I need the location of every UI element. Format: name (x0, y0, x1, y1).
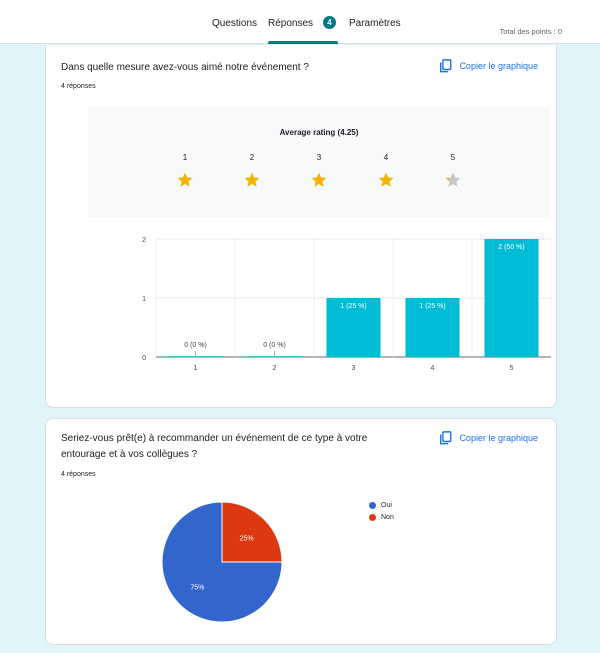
x-tick-label: 4 (431, 365, 435, 372)
active-tab-indicator (268, 41, 338, 44)
copy-icon (440, 431, 452, 445)
top-navigation-bar: Questions Réponses 4 Paramètres Total de… (0, 0, 600, 44)
star-value-label: 3 (316, 153, 322, 162)
legend-swatch (369, 514, 376, 521)
rating-star-column: 3 (307, 153, 331, 189)
pie-slice-label: 25% (240, 535, 254, 542)
bar[interactable] (326, 298, 381, 357)
tab-questions[interactable]: Questions (212, 18, 258, 29)
responses-count-badge: 4 (323, 16, 336, 29)
x-tick-label: 3 (352, 365, 356, 372)
total-points: Total des points : 0 (499, 27, 562, 36)
y-tick-label: 1 (142, 296, 146, 303)
question-card-recommend: Seriez-vous prêt(e) à recommander un évé… (45, 418, 557, 645)
bar[interactable] (484, 239, 539, 357)
copy-chart-label: Copier le graphique (459, 61, 538, 71)
average-rating-title: Average rating (4.25) (279, 128, 359, 137)
pie-slice[interactable] (221, 501, 283, 563)
legend-item: Oui (369, 502, 394, 509)
bar[interactable] (405, 298, 460, 357)
star-icon (445, 172, 461, 187)
question-card-rating: Dans quelle mesure avez-vous aimé notre … (45, 45, 557, 408)
response-count: 4 réponses (61, 83, 96, 90)
pie-slice[interactable] (161, 501, 283, 623)
bar-data-label: 0 (0 %) (263, 342, 286, 349)
legend-swatch (369, 502, 376, 509)
rating-star-column: 4 (374, 153, 398, 189)
x-tick-label: 1 (194, 365, 198, 372)
bar-data-label: 0 (0 %) (184, 342, 207, 349)
x-tick-label: 5 (510, 365, 514, 372)
bar-data-label: 1 (25 %) (340, 303, 366, 310)
rating-bar-chart: 0 1 2 0 (0 %) 1 0 (0 %) 2 1 (25 %) 3 1 (25 %) 4 2 (… (142, 237, 552, 372)
bar-data-label: 1 (25 %) (419, 303, 445, 310)
response-count: 4 réponses (61, 471, 96, 478)
star-icon (177, 172, 193, 187)
x-tick-label: 2 (273, 365, 277, 372)
copy-chart-label: Copier le graphique (459, 433, 538, 443)
copy-chart-button[interactable]: Copier le graphique (439, 431, 538, 445)
star-value-label: 4 (383, 153, 389, 162)
star-icon (244, 172, 260, 187)
recommend-pie-chart: 25% 75% (161, 501, 283, 623)
legend-label: Non (381, 514, 394, 521)
question-title: Dans quelle mesure avez-vous aimé notre … (61, 62, 309, 73)
question-title: Seriez-vous prêt(e) à recommander un évé… (61, 433, 368, 460)
tab-responses[interactable]: Réponses 4 (268, 16, 338, 44)
bar-data-label: 2 (50 %) (498, 244, 524, 251)
y-tick-label: 0 (142, 355, 146, 362)
star-value-label: 2 (249, 153, 255, 162)
legend-label: Oui (381, 502, 392, 509)
tab-settings[interactable]: Paramètres (349, 18, 401, 29)
pie-slice-label: 75% (190, 585, 204, 592)
star-value-label: 5 (450, 153, 456, 162)
legend-item: Non (369, 514, 394, 521)
rating-star-column: 5 (441, 153, 465, 189)
rating-star-column: 1 (173, 153, 197, 189)
star-value-label: 1 (182, 153, 188, 162)
pie-legend: Oui Non (369, 502, 394, 526)
copy-chart-button[interactable]: Copier le graphique (439, 59, 538, 73)
y-tick-label: 2 (142, 237, 146, 244)
rating-star-column: 2 (240, 153, 264, 189)
star-icon (311, 172, 327, 187)
copy-icon (440, 59, 452, 73)
average-rating-panel: Average rating (4.25) 1 2 3 4 5 (88, 107, 550, 217)
star-icon (378, 172, 394, 187)
tab-responses-label: Réponses (268, 18, 314, 29)
